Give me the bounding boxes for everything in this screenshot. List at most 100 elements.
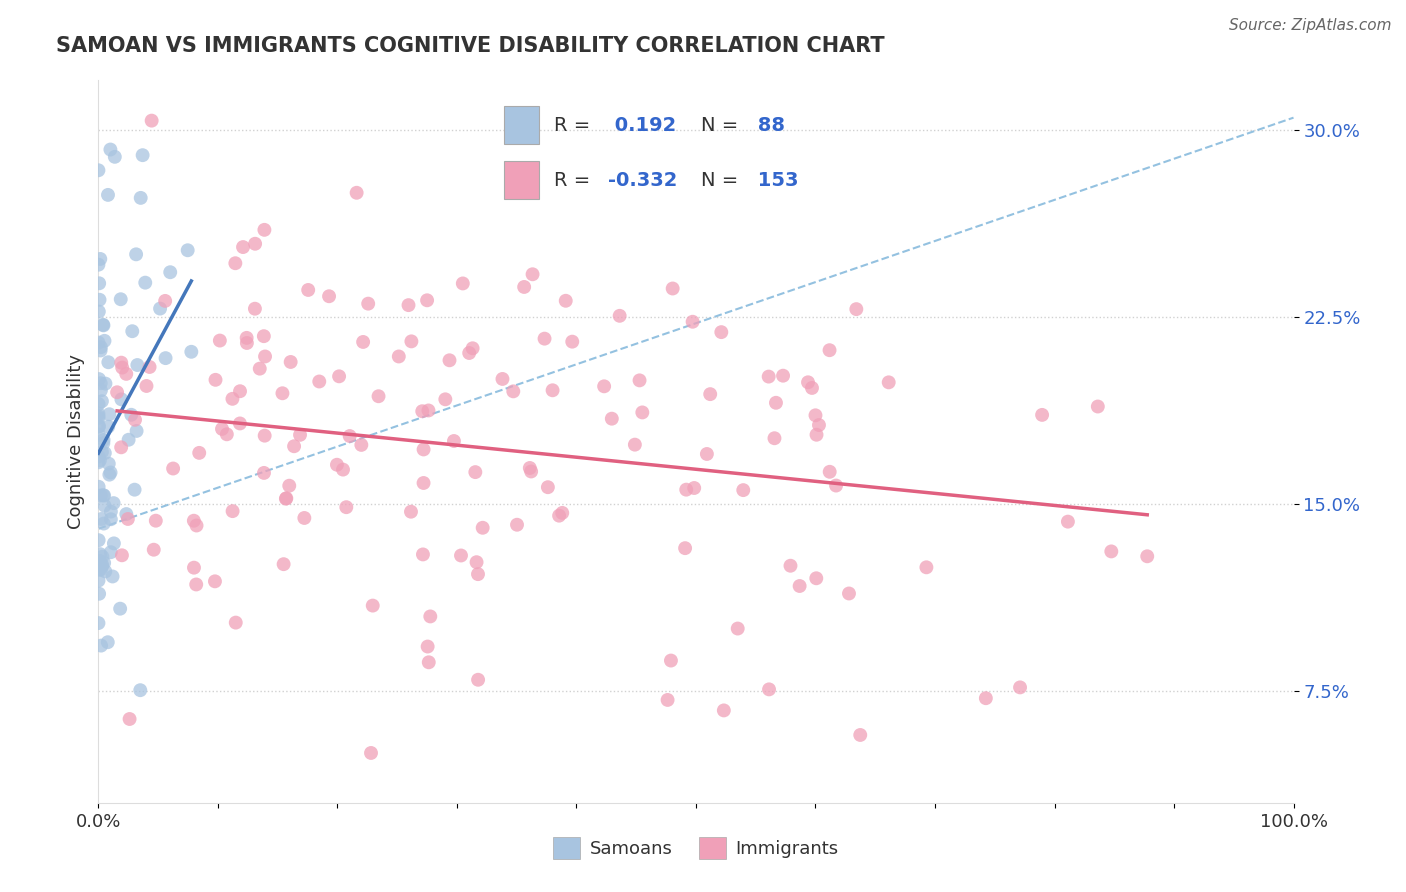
Point — [90, 394, 112, 409]
Point — [551, 506, 574, 520]
Point — [235, 331, 257, 345]
Point — [710, 325, 733, 339]
Point — [89, 277, 111, 291]
Point — [412, 475, 434, 490]
Point — [249, 361, 271, 376]
Point — [155, 351, 177, 365]
Point — [513, 280, 536, 294]
Point — [124, 413, 146, 427]
Point — [541, 384, 564, 398]
Point — [243, 236, 266, 251]
Point — [125, 247, 148, 261]
Point — [89, 293, 111, 307]
Point — [121, 324, 143, 338]
Point — [90, 512, 112, 526]
Point — [135, 379, 157, 393]
Point — [713, 703, 735, 717]
Point — [111, 360, 134, 375]
Point — [87, 455, 110, 469]
Point — [554, 293, 576, 308]
Point — [464, 465, 486, 479]
Point — [537, 480, 560, 494]
Point — [419, 609, 441, 624]
Point — [149, 301, 172, 316]
Point — [519, 461, 541, 475]
Point — [273, 557, 295, 571]
Point — [208, 334, 231, 348]
Point — [98, 467, 121, 482]
Point — [335, 500, 357, 515]
Point — [100, 512, 122, 526]
Point — [297, 283, 319, 297]
Point — [1008, 681, 1031, 695]
Point — [533, 332, 555, 346]
Point — [93, 489, 115, 503]
Point — [451, 277, 474, 291]
Point — [398, 298, 420, 312]
Point — [418, 403, 440, 417]
Point — [90, 384, 112, 398]
Point — [699, 387, 721, 401]
Point — [97, 457, 120, 471]
Point — [280, 355, 302, 369]
Point — [91, 488, 114, 502]
Point — [236, 336, 259, 351]
Point — [1099, 544, 1122, 558]
Point — [467, 673, 489, 687]
Point — [434, 392, 457, 407]
Point — [412, 442, 434, 457]
Point — [104, 150, 127, 164]
Point — [87, 397, 110, 411]
Point — [350, 438, 373, 452]
Point — [1136, 549, 1159, 564]
Point — [288, 427, 311, 442]
Point — [346, 186, 368, 200]
Point — [118, 712, 141, 726]
Point — [89, 563, 111, 577]
Point — [807, 418, 830, 433]
Point — [849, 728, 872, 742]
Point — [105, 385, 128, 400]
Point — [838, 586, 860, 600]
Point — [103, 496, 125, 510]
Point — [134, 276, 156, 290]
Point — [87, 450, 110, 464]
Point — [283, 439, 305, 453]
Point — [129, 191, 152, 205]
Point — [94, 376, 117, 391]
Point — [506, 517, 529, 532]
Point — [253, 428, 276, 442]
Point — [93, 556, 115, 570]
Point — [974, 691, 997, 706]
Point — [127, 358, 149, 372]
Point — [763, 431, 786, 445]
Point — [416, 293, 439, 308]
Point — [93, 516, 115, 531]
Point — [115, 507, 138, 521]
Point — [120, 408, 142, 422]
Point — [87, 533, 110, 548]
Point — [93, 499, 115, 513]
Point — [87, 419, 110, 434]
Point — [91, 318, 114, 332]
Point — [117, 512, 139, 526]
Point — [326, 458, 349, 472]
Point — [183, 514, 205, 528]
Point — [845, 302, 868, 317]
Point — [215, 427, 238, 442]
Point — [100, 466, 122, 480]
Point — [87, 409, 110, 424]
Point — [502, 384, 524, 399]
Point — [93, 436, 115, 450]
Point — [548, 508, 571, 523]
Point — [89, 453, 111, 467]
Point — [661, 281, 683, 295]
Point — [90, 445, 112, 459]
Point — [412, 548, 434, 562]
Point — [416, 640, 439, 654]
Point — [332, 462, 354, 476]
Point — [224, 256, 246, 270]
Point — [399, 505, 422, 519]
Point — [103, 536, 125, 550]
Point — [801, 381, 824, 395]
